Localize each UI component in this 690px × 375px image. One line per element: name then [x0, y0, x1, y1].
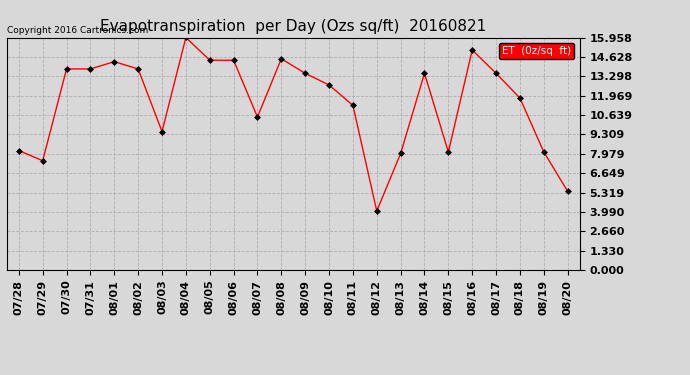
Text: Copyright 2016 Cartronics.com: Copyright 2016 Cartronics.com [7, 26, 148, 35]
Legend: ET  (0z/sq  ft): ET (0z/sq ft) [499, 43, 574, 59]
Title: Evapotranspiration  per Day (Ozs sq/ft)  20160821: Evapotranspiration per Day (Ozs sq/ft) 2… [100, 18, 486, 33]
